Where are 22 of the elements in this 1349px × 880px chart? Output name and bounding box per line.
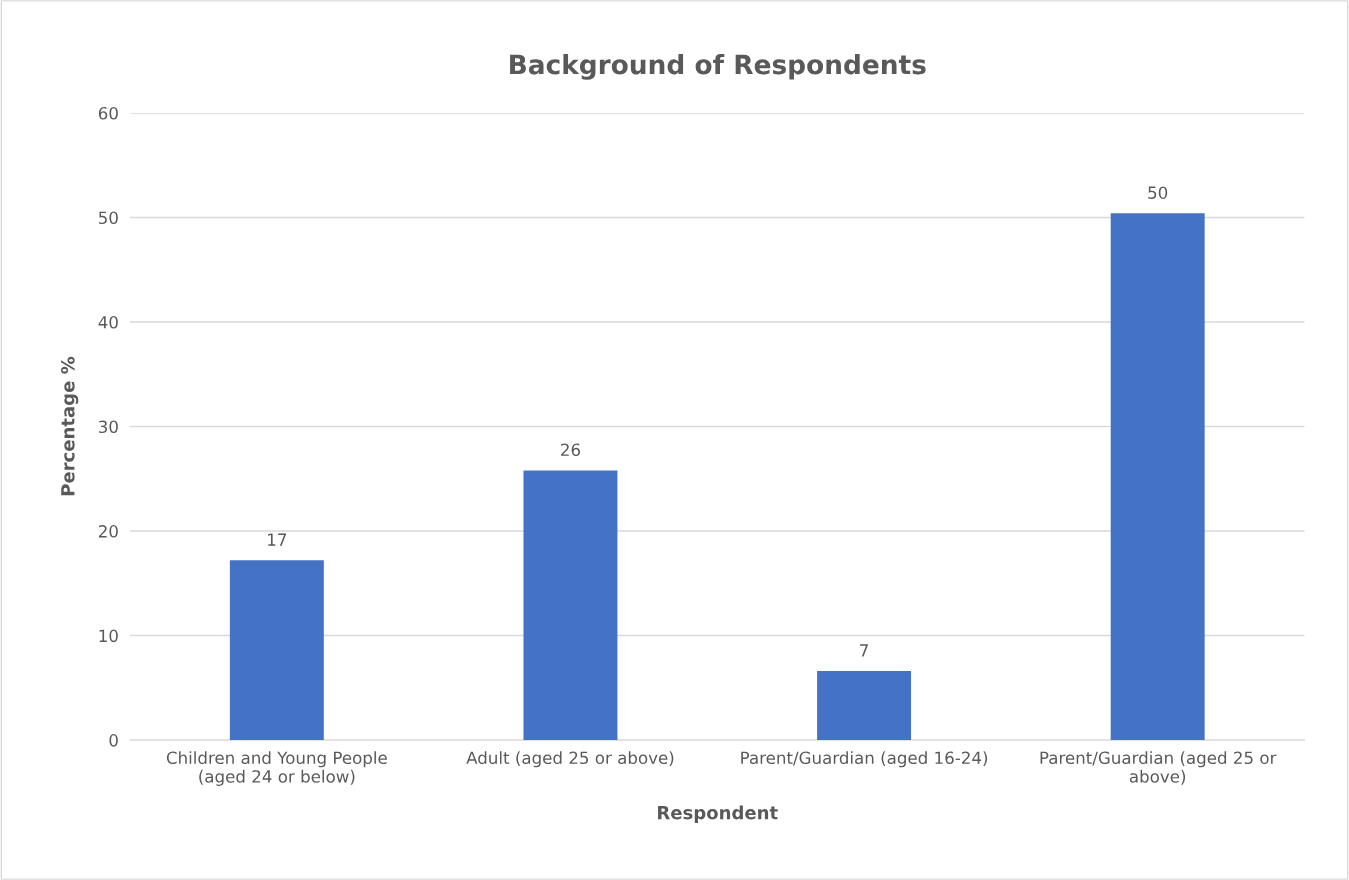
- x-axis-title: Respondent: [658, 805, 778, 823]
- data-label: 17: [268, 533, 287, 546]
- y-tick-label: 10: [99, 629, 118, 643]
- y-tick-label: 40: [98, 315, 118, 329]
- x-tick-label: Children and Young People (aged 24 or below): [166, 751, 387, 786]
- y-tick-label: 30: [98, 420, 118, 434]
- bar: [1110, 213, 1205, 741]
- x-tick-label: Parent/Guardian (aged 16-24): [741, 751, 988, 768]
- y-tick-label: 50: [99, 211, 118, 225]
- data-label: 7: [860, 644, 868, 657]
- y-tick-label: 60: [98, 106, 118, 120]
- bar: [523, 470, 618, 741]
- x-tick-label: Parent/Guardian (aged 25 or above): [1040, 751, 1277, 785]
- data-label: 26: [561, 443, 581, 457]
- y-tick-label: 0: [109, 734, 118, 747]
- bar: [229, 560, 324, 741]
- y-axis-title: Percentage %: [60, 356, 79, 496]
- bar: [817, 671, 912, 741]
- data-label: 50: [1148, 186, 1168, 199]
- x-tick-label: Adult (aged 25 or above): [466, 751, 674, 768]
- chart-title: Background of Respondents: [510, 54, 926, 80]
- y-tick-label: 20: [98, 525, 118, 538]
